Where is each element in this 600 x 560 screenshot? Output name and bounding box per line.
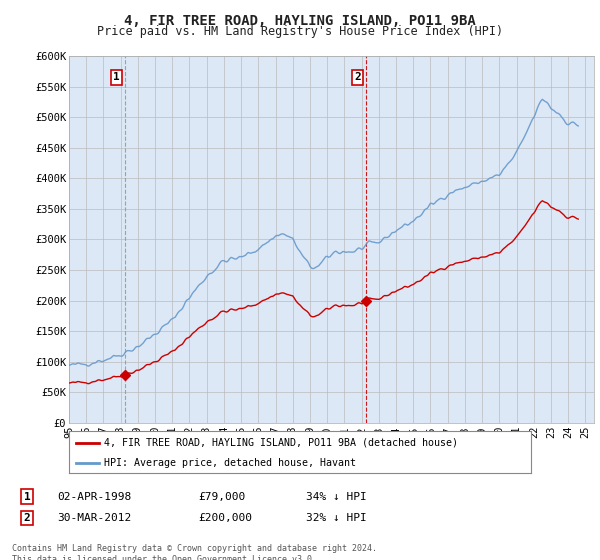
Text: 2: 2	[354, 72, 361, 82]
Text: 4, FIR TREE ROAD, HAYLING ISLAND, PO11 9BA (detached house): 4, FIR TREE ROAD, HAYLING ISLAND, PO11 9…	[104, 438, 458, 448]
Text: 1: 1	[23, 492, 31, 502]
Text: 02-APR-1998: 02-APR-1998	[57, 492, 131, 502]
Text: £79,000: £79,000	[198, 492, 245, 502]
Text: Contains HM Land Registry data © Crown copyright and database right 2024.
This d: Contains HM Land Registry data © Crown c…	[12, 544, 377, 560]
Text: HPI: Average price, detached house, Havant: HPI: Average price, detached house, Hava…	[104, 458, 356, 468]
Text: 30-MAR-2012: 30-MAR-2012	[57, 513, 131, 523]
Text: 34% ↓ HPI: 34% ↓ HPI	[306, 492, 367, 502]
Text: Price paid vs. HM Land Registry's House Price Index (HPI): Price paid vs. HM Land Registry's House …	[97, 25, 503, 38]
Text: £200,000: £200,000	[198, 513, 252, 523]
Text: 4, FIR TREE ROAD, HAYLING ISLAND, PO11 9BA: 4, FIR TREE ROAD, HAYLING ISLAND, PO11 9…	[124, 14, 476, 28]
Text: 1: 1	[113, 72, 120, 82]
Text: 32% ↓ HPI: 32% ↓ HPI	[306, 513, 367, 523]
Text: 2: 2	[23, 513, 31, 523]
